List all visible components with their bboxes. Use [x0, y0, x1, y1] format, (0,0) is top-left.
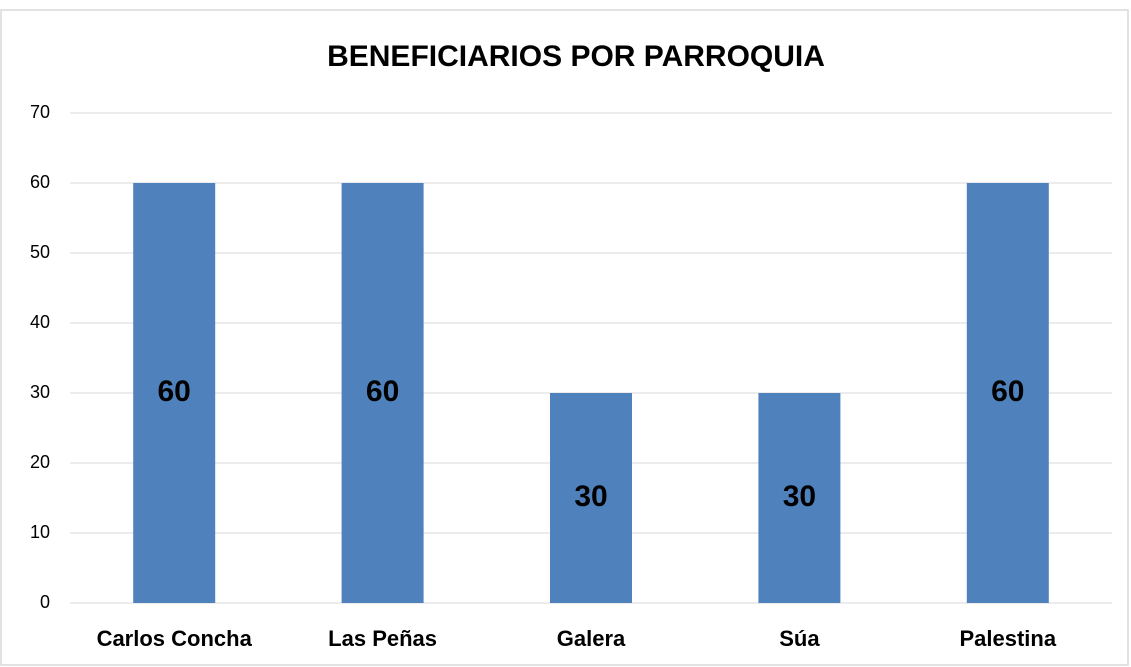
y-tick-label: 20: [30, 452, 50, 472]
data-label: 60: [366, 375, 399, 408]
bar: [966, 183, 1049, 603]
data-label: 60: [158, 375, 191, 408]
data-label: 60: [991, 375, 1024, 408]
x-tick-label: Las Peñas: [328, 626, 437, 651]
x-tick-label: Súa: [779, 626, 820, 651]
x-tick-label: Palestina: [959, 626, 1056, 651]
bar: [341, 183, 424, 603]
y-tick-label: 40: [30, 312, 50, 332]
chart-title: BENEFICIARIOS POR PARROQUIA: [327, 40, 825, 73]
y-tick-label: 70: [30, 102, 50, 122]
data-label: 30: [574, 480, 607, 513]
x-tick-label: Galera: [557, 626, 626, 651]
y-tick-label: 0: [40, 592, 50, 612]
bar: [758, 393, 841, 603]
y-tick-label: 60: [30, 172, 50, 192]
x-tick-label: Carlos Concha: [97, 626, 253, 651]
bar: [550, 393, 632, 603]
bar: [133, 183, 216, 603]
y-tick-label: 30: [30, 382, 50, 402]
y-tick-label: 10: [30, 522, 50, 542]
data-label: 30: [783, 480, 816, 513]
y-tick-label: 50: [30, 242, 50, 262]
